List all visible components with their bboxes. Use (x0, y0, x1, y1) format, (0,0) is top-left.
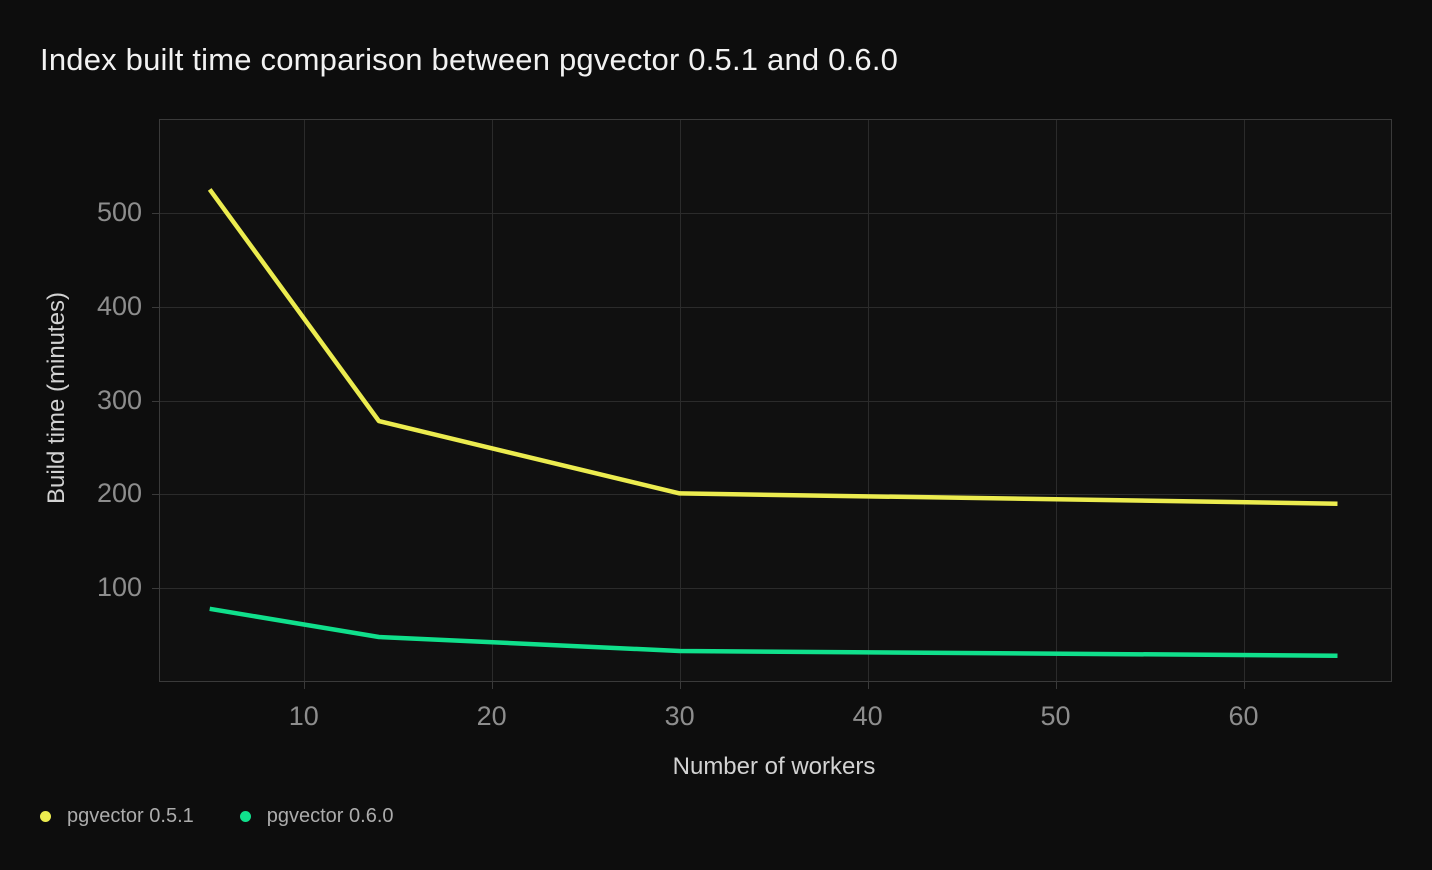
axis-ticks (152, 213, 1245, 689)
plot-background (159, 119, 1392, 682)
x-axis-title: Number of workers (672, 753, 876, 780)
y-axis-title: Build time (minutes) (43, 291, 70, 505)
plot-border (159, 119, 1392, 682)
legend-label: pgvector 0.5.1 (67, 805, 194, 827)
legend-item-pgvector-0-6-0[interactable]: pgvector 0.6.0 (239, 805, 394, 828)
x-tick-label: 10 (288, 701, 319, 731)
legend-swatch-icon (239, 811, 251, 822)
y-tick-label: 100 (96, 572, 142, 603)
legend-swatch-icon (40, 811, 51, 822)
chart-title: Index built time comparison between pgve… (40, 42, 899, 77)
y-tick-label: 400 (96, 290, 142, 321)
y-tick-label: 300 (96, 384, 142, 415)
legend: pgvector 0.5.1 pgvector 0.6.0 (40, 805, 394, 828)
x-tick-label: 20 (476, 701, 507, 731)
x-tick-label: 50 (1040, 701, 1071, 731)
legend-label: pgvector 0.6.0 (266, 805, 394, 827)
series-line-pgvector-0-6-0 (209, 606, 1338, 658)
series-line-pgvector-0-5-1 (207, 188, 1338, 506)
x-tick-label: 40 (852, 701, 883, 731)
y-tick-label: 500 (96, 196, 142, 227)
x-tick-label: 30 (664, 701, 695, 731)
x-tick-label: 60 (1228, 701, 1259, 731)
legend-item-pgvector-0-5-1[interactable]: pgvector 0.5.1 (40, 805, 194, 828)
y-tick-label: 200 (96, 478, 142, 509)
